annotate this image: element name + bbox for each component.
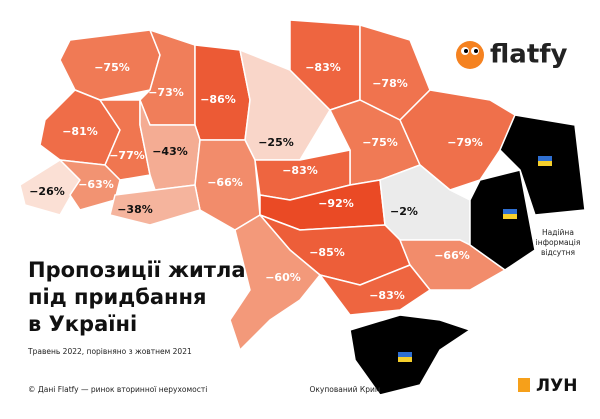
no-data-note: інформація — [536, 238, 581, 247]
crimea-note: Окупований Крим — [309, 385, 380, 394]
region — [319, 264, 431, 316]
source: © Дані Flatfy — ринок вторинної нерухомо… — [28, 385, 207, 394]
region-label: −92% — [318, 197, 354, 210]
region-label: −25% — [258, 136, 294, 149]
no-data-note: відсутня — [541, 248, 575, 257]
flatfy-logo: flatfy — [456, 40, 568, 70]
region-label: −66% — [207, 176, 243, 189]
region-label: −83% — [369, 289, 405, 302]
no-data-note: Надійна — [542, 228, 574, 237]
lun-logo: ЛУН — [536, 376, 577, 396]
flags — [398, 156, 552, 362]
region-label: −75% — [362, 136, 398, 149]
region-label: −43% — [152, 145, 188, 158]
region-label: −79% — [447, 136, 483, 149]
lun-icon — [518, 378, 530, 392]
region-label: −26% — [29, 185, 65, 198]
region-label: −83% — [282, 164, 318, 177]
title-line: в Україні — [28, 312, 137, 336]
region-label: −75% — [94, 61, 130, 74]
subtitle: Травень 2022, порівняно з жовтнем 2021 — [27, 347, 192, 356]
region-label: −38% — [117, 203, 153, 216]
region-label: −86% — [200, 93, 236, 106]
title-line: Пропозиції житла — [28, 258, 246, 282]
region — [109, 184, 201, 226]
region-label: −73% — [148, 86, 184, 99]
title-line: під придбання — [28, 285, 207, 309]
region-label: −78% — [372, 77, 408, 90]
regions: −75% −73% −86% −25% −83% −78% −81% −77% −43% −66%… — [19, 19, 516, 351]
region-label: −85% — [309, 246, 345, 259]
region — [229, 214, 321, 351]
region — [59, 159, 121, 211]
region-label: −81% — [62, 125, 98, 138]
region-label: −2% — [390, 205, 418, 218]
region-label: −66% — [434, 249, 470, 262]
region-label: −60% — [265, 271, 301, 284]
region-label: −83% — [305, 61, 341, 74]
brand: flatfy — [490, 40, 568, 70]
region — [19, 159, 81, 216]
region-label: −77% — [109, 149, 145, 162]
region-label: −63% — [78, 178, 114, 191]
